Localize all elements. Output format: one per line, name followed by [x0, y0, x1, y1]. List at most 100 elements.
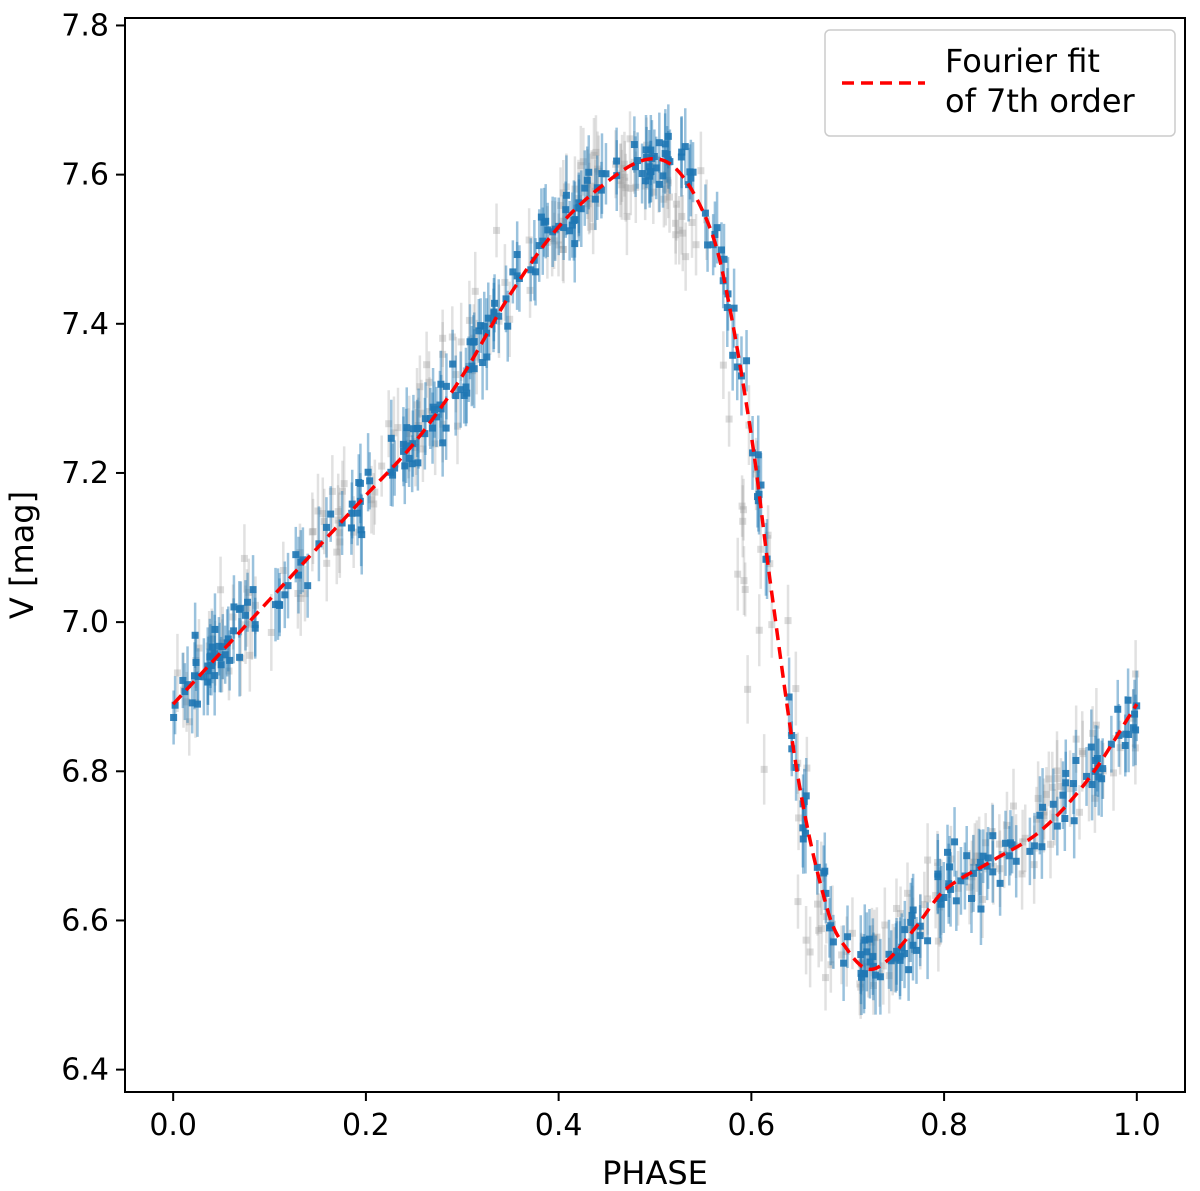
data-point	[309, 527, 317, 535]
data-point	[206, 652, 214, 660]
data-point	[588, 182, 596, 190]
data-point	[509, 268, 517, 276]
x-tick-label: 0.0	[149, 1108, 197, 1143]
data-point	[1039, 803, 1047, 811]
data-point	[439, 420, 447, 428]
data-point	[709, 241, 717, 249]
data-point	[1040, 808, 1048, 816]
data-point	[592, 148, 600, 156]
data-point	[333, 548, 341, 556]
data-point	[944, 848, 952, 856]
data-point	[591, 195, 599, 203]
data-point	[555, 241, 563, 249]
data-point	[594, 165, 602, 173]
data-point	[979, 852, 987, 860]
data-point	[378, 462, 386, 470]
data-point	[973, 852, 981, 860]
data-point	[879, 962, 887, 970]
data-point	[806, 948, 814, 956]
data-point	[439, 350, 447, 358]
data-point	[577, 162, 585, 170]
data-point	[571, 240, 579, 248]
data-point	[905, 924, 913, 932]
data-point	[677, 153, 685, 161]
data-point	[1042, 790, 1050, 798]
data-point	[664, 176, 672, 184]
data-point	[217, 661, 225, 669]
data-point	[1012, 857, 1020, 865]
data-point	[864, 963, 872, 971]
data-point	[647, 146, 655, 154]
data-point	[211, 672, 219, 680]
data-point	[1034, 794, 1042, 802]
data-point	[996, 865, 1004, 873]
data-point	[240, 554, 248, 562]
data-point	[548, 235, 556, 243]
data-point	[678, 212, 686, 220]
data-point	[1110, 769, 1118, 777]
data-point	[448, 333, 456, 341]
data-point	[643, 153, 651, 161]
data-point	[415, 425, 423, 433]
data-point	[957, 877, 965, 885]
data-point	[817, 874, 825, 882]
data-point	[170, 714, 178, 722]
data-point	[539, 237, 547, 245]
data-point	[869, 982, 877, 990]
data-point	[223, 639, 231, 647]
data-point	[869, 962, 877, 970]
data-point	[490, 309, 498, 317]
data-point	[933, 858, 941, 866]
data-point	[814, 900, 822, 908]
data-point	[901, 949, 909, 957]
data-point	[483, 329, 491, 337]
data-point	[506, 315, 514, 323]
data-point	[1114, 705, 1122, 713]
data-point	[664, 132, 672, 140]
data-point	[583, 176, 591, 184]
data-point	[535, 242, 543, 250]
data-point	[1038, 843, 1046, 851]
data-point	[480, 322, 488, 330]
y-axis-ticks: 6.4 6.6 6.8 7.0 7.2 7.4 7.6 7.8	[61, 8, 125, 1088]
legend-box	[824, 29, 1176, 137]
data-point	[562, 191, 570, 199]
data-point	[857, 983, 865, 991]
data-point	[936, 894, 944, 902]
data-point	[185, 718, 193, 726]
data-point	[643, 141, 651, 149]
data-point	[652, 164, 660, 172]
y-tick-label: 7.2	[61, 456, 109, 491]
data-point	[308, 528, 316, 536]
data-point	[740, 577, 748, 585]
data-point	[442, 382, 450, 390]
data-point	[951, 838, 959, 846]
data-point	[230, 603, 238, 611]
data-point	[723, 304, 731, 312]
data-point	[208, 635, 216, 643]
data-point	[559, 217, 567, 225]
data-point	[1072, 756, 1080, 764]
data-point	[242, 621, 250, 629]
data-point	[417, 409, 425, 417]
data-point	[204, 678, 212, 686]
data-point	[557, 201, 565, 209]
data-point	[752, 470, 760, 478]
data-point	[457, 386, 465, 394]
data-point	[527, 266, 535, 274]
data-point	[768, 621, 776, 629]
data-point	[701, 209, 709, 217]
data-point	[743, 357, 751, 365]
data-point	[1033, 815, 1041, 823]
data-point	[754, 451, 762, 459]
data-point	[869, 953, 877, 961]
data-point	[760, 765, 768, 773]
data-point	[357, 526, 365, 534]
data-point	[414, 459, 422, 467]
data-point	[195, 644, 203, 652]
data-point	[661, 150, 669, 158]
data-point	[857, 951, 865, 959]
data-point	[646, 172, 654, 180]
data-point	[348, 500, 356, 508]
